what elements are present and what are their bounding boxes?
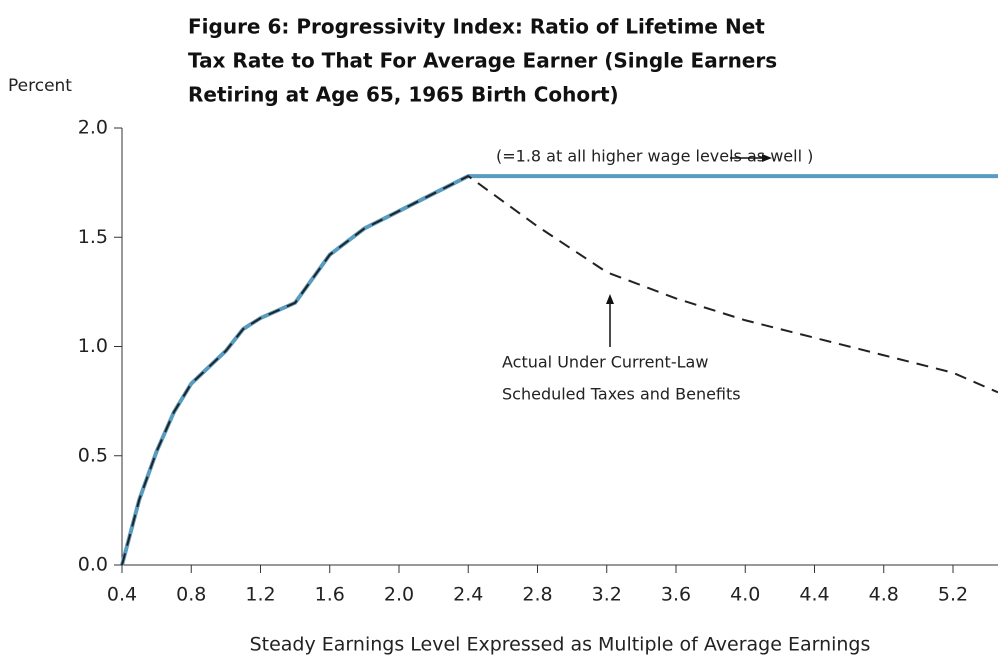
y-tick-label: 2.0: [78, 117, 108, 139]
chart-title: Figure 6: Progressivity Index: Ratio of …: [188, 15, 765, 39]
arrow-head: [762, 154, 772, 162]
x-tick-label: 1.6: [315, 584, 345, 606]
x-tick-label: 0.8: [176, 584, 206, 606]
y-tick-label: 0.5: [78, 444, 108, 466]
y-axis-label: Percent: [8, 76, 72, 96]
chart-title: Retiring at Age 65, 1965 Birth Cohort): [188, 83, 619, 107]
x-tick-label: 4.0: [730, 584, 760, 606]
annotation: Actual Under Current-Law: [502, 353, 708, 372]
x-tick-label: 4.4: [799, 584, 829, 606]
x-tick-label: 1.2: [245, 584, 275, 606]
x-tick-label: 3.6: [661, 584, 691, 606]
line-series: [121, 174, 998, 566]
x-tick-label: 2.8: [522, 584, 552, 606]
x-tick-label: 4.8: [869, 584, 899, 606]
annotation: Scheduled Taxes and Benefits: [502, 385, 741, 404]
annotation: (=1.8 at all higher wage levels as well …: [496, 147, 813, 166]
chart-title: Tax Rate to That For Average Earner (Sin…: [188, 49, 777, 73]
x-axis-label: Steady Earnings Level Expressed as Multi…: [250, 634, 871, 656]
y-tick-label: 1.5: [78, 226, 108, 248]
x-tick-label: 3.2: [592, 584, 622, 606]
y-tick-label: 1.0: [78, 335, 108, 357]
arrow-head: [606, 294, 614, 304]
y-tick-label: 0.0: [78, 554, 108, 576]
x-tick-label: 2.4: [453, 584, 483, 606]
x-tick-label: 5.2: [938, 584, 968, 606]
x-tick-label: 2.0: [384, 584, 414, 606]
x-tick-label: 0.4: [107, 584, 137, 606]
